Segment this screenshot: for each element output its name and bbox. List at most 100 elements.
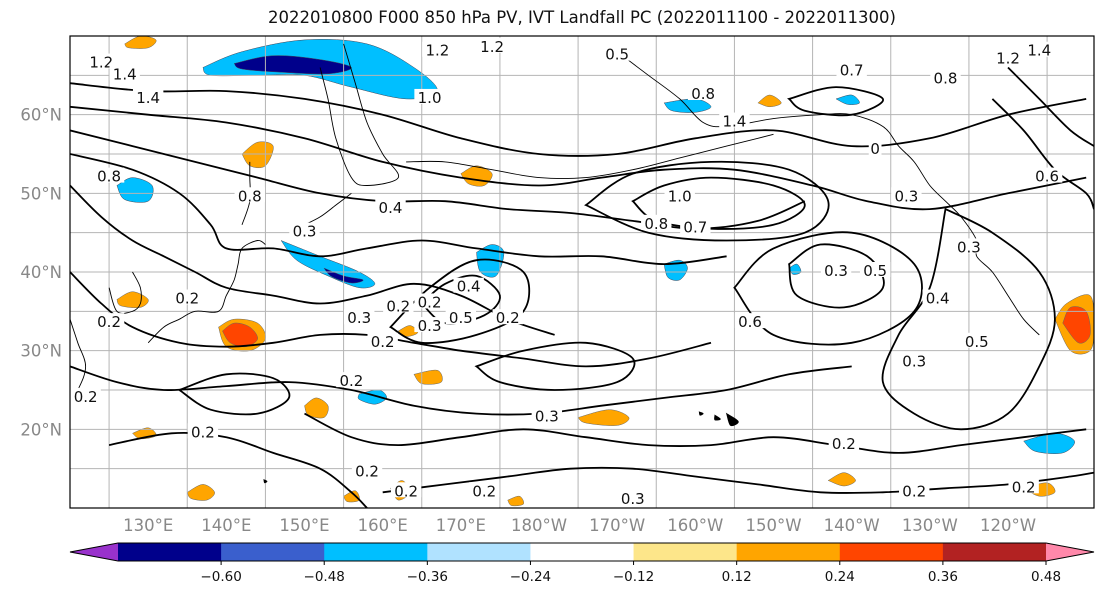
- colorbar-max-extend: [1046, 543, 1094, 561]
- ivt-contour: [881, 207, 1056, 431]
- colorbar-tick-label: −0.12: [613, 569, 654, 585]
- contour-label: 0.6: [738, 313, 762, 331]
- longitude-label: 140°W: [824, 516, 880, 535]
- positive-pv-region: [1062, 306, 1091, 344]
- positive-pv-region: [577, 409, 630, 426]
- contour-label-bg: [414, 317, 445, 333]
- ivt-contour: [788, 243, 885, 309]
- contour-label: 1.0: [418, 89, 442, 107]
- contour-label-bg: [899, 482, 930, 498]
- contour-label-bg: [390, 482, 422, 498]
- island: [263, 479, 268, 484]
- contour-label-bg: [601, 45, 633, 61]
- colorbar-tick-label: −0.48: [304, 569, 345, 585]
- longitude-label: 130°W: [902, 516, 958, 535]
- colorbar-swatch: [324, 543, 428, 561]
- contour-label: 0.3: [621, 490, 645, 508]
- coastline-korea-coast: [108, 271, 142, 314]
- ivt-contour: [70, 153, 727, 266]
- colorbar: [69, 542, 1095, 565]
- ivt-contour: [177, 372, 291, 416]
- contour-label-bg: [641, 214, 672, 230]
- contour-label: 0.2: [902, 482, 926, 500]
- negative-pv-region: [476, 244, 505, 278]
- contour-label: 0.6: [1035, 168, 1059, 186]
- negative-pv-region: [323, 267, 364, 284]
- contour-label-bg: [375, 199, 406, 215]
- contour-label-bg: [414, 293, 445, 309]
- colorbar-swatch: [839, 543, 944, 561]
- contour-label-bg: [930, 69, 961, 85]
- contour-label: 0.2: [472, 482, 496, 500]
- colorbar-tick-label: 0.36: [928, 569, 958, 585]
- contour-label-bg: [617, 490, 649, 506]
- contour-label-bg: [132, 88, 164, 104]
- contour-label-bg: [1008, 478, 1039, 494]
- map-frame: [69, 35, 1095, 509]
- contour-label: 0.2: [339, 372, 363, 390]
- contour-label: 0.3: [957, 238, 981, 256]
- positive-pv-region: [413, 369, 443, 385]
- contour-label-bg: [414, 88, 445, 104]
- coastlines: [70, 43, 1040, 484]
- contour-label: 1.4: [722, 113, 746, 131]
- negative-pv-region: [835, 94, 860, 105]
- contour-label-bg: [476, 37, 508, 53]
- ivt-contour: [70, 365, 852, 416]
- contour-label: 0.2: [191, 423, 215, 441]
- contour-label-bg: [734, 313, 766, 329]
- contour-label: 0.3: [894, 187, 918, 205]
- contour-label: 0.4: [457, 278, 481, 296]
- contour-label-bg: [953, 238, 985, 254]
- ivt-contour: [108, 431, 368, 508]
- contour-label-bg: [719, 112, 750, 128]
- ivt-contour: [474, 341, 636, 391]
- ivt-contour: [382, 466, 1094, 494]
- colorbar-tick-label: 0.12: [722, 569, 752, 585]
- longitude-label: 140°E: [201, 516, 251, 535]
- contour-label-bg: [351, 462, 383, 478]
- longitude-labels: 130°E 140°E 150°E 160°E 170°E 180°W 170°W 160°W…: [123, 516, 1036, 535]
- contour-label-bg: [93, 313, 125, 329]
- contour-label: 0.3: [347, 309, 371, 327]
- contour-label-bg: [899, 352, 930, 368]
- contour-label: 0.4: [379, 199, 403, 217]
- contour-label-bg: [828, 435, 860, 451]
- coastline-alaska-coast: [616, 51, 1040, 336]
- map-title: 2022010800 F000 850 hPa PV, IVT Landfall…: [268, 8, 896, 27]
- ivt-contour: [420, 274, 501, 325]
- ivt-contour: [304, 412, 1087, 454]
- colorbar-swatch: [427, 543, 531, 561]
- contour-label-bg: [289, 222, 320, 238]
- colorbar-tick-label: −0.36: [407, 569, 448, 585]
- contour-label-bg: [187, 423, 219, 439]
- ivt-contour: [70, 82, 1087, 157]
- contour-label: 1.4: [136, 89, 160, 107]
- longitude-label: 150°E: [279, 516, 329, 535]
- contour-label-bg: [344, 309, 375, 325]
- contour-label-bg: [469, 482, 500, 498]
- contour-label-bg: [961, 332, 992, 348]
- contour-label: 0.2: [371, 333, 395, 351]
- contour-label: 0.2: [74, 388, 98, 406]
- contour-label-bg: [1031, 167, 1063, 183]
- contour-label-bg: [109, 65, 140, 81]
- contour-label: 1.2: [480, 38, 504, 56]
- contour-label-bg: [172, 289, 203, 305]
- contour-label: 0.8: [644, 215, 668, 233]
- contour-label: 0.2: [832, 435, 856, 453]
- contour-label: 0.2: [97, 313, 121, 331]
- latitude-label: 50°N: [20, 184, 62, 203]
- contour-label-bg: [922, 289, 953, 305]
- longitude-label: 180°W: [511, 516, 567, 535]
- contour-label-bg: [868, 140, 882, 156]
- contour-label: 0.4: [926, 290, 950, 308]
- ivt-contour: [584, 160, 830, 242]
- contour-label-bg: [859, 262, 891, 277]
- coastline-aleutian-chain: [406, 133, 774, 180]
- colorbar-swatch: [633, 543, 738, 561]
- ivt-contour: [733, 231, 923, 346]
- island: [714, 414, 721, 421]
- contour-label-bg: [687, 85, 719, 100]
- negative-pv-region: [663, 259, 688, 281]
